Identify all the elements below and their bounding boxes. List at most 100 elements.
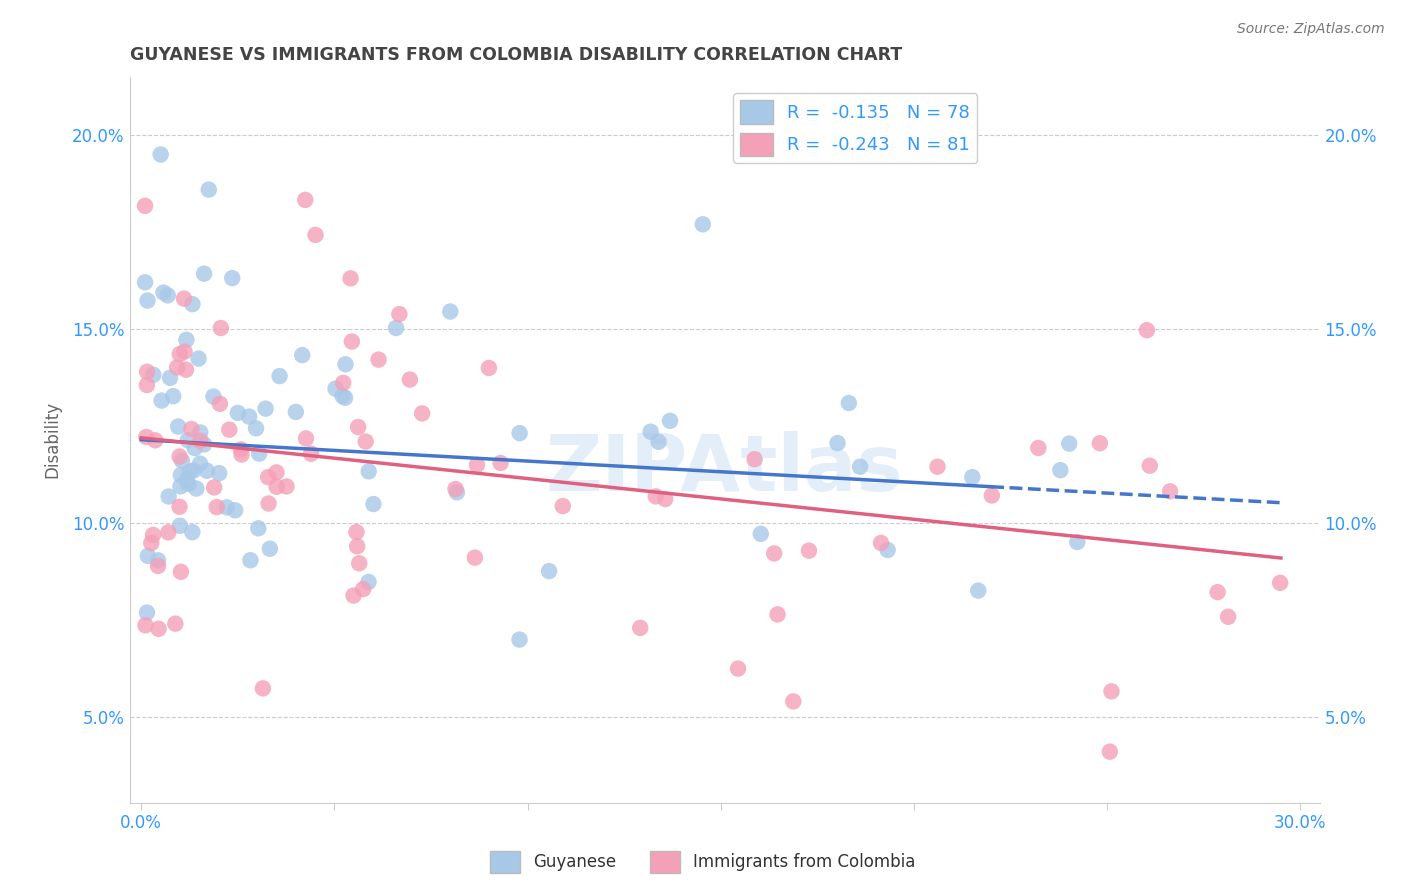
Point xyxy=(181,297,204,311)
Point xyxy=(1101,684,1123,698)
Point xyxy=(247,521,270,535)
Point xyxy=(346,539,368,553)
Point xyxy=(183,464,205,478)
Point xyxy=(763,546,786,560)
Point xyxy=(146,559,169,574)
Point xyxy=(257,496,280,510)
Point xyxy=(1066,535,1088,549)
Point xyxy=(247,447,270,461)
Point xyxy=(177,433,200,447)
Point xyxy=(187,351,209,366)
Point xyxy=(489,456,512,470)
Point xyxy=(157,490,180,504)
Point xyxy=(659,414,682,428)
Point xyxy=(149,147,172,161)
Point xyxy=(224,503,246,517)
Point xyxy=(1206,585,1229,599)
Point xyxy=(304,227,326,242)
Point xyxy=(205,500,228,515)
Point xyxy=(208,466,231,480)
Point xyxy=(181,525,204,540)
Point xyxy=(257,470,280,484)
Point xyxy=(157,525,180,540)
Point xyxy=(295,432,318,446)
Point xyxy=(357,574,380,589)
Point xyxy=(1088,436,1111,450)
Point xyxy=(335,357,357,371)
Text: Source: ZipAtlas.com: Source: ZipAtlas.com xyxy=(1237,22,1385,37)
Point xyxy=(136,606,159,620)
Point xyxy=(218,423,240,437)
Point xyxy=(927,459,949,474)
Point xyxy=(202,390,225,404)
Point xyxy=(266,480,288,494)
Point xyxy=(156,288,179,302)
Point xyxy=(346,525,368,540)
Point xyxy=(169,450,191,464)
Point xyxy=(176,333,198,347)
Point xyxy=(215,500,238,515)
Point xyxy=(197,183,219,197)
Point xyxy=(644,489,666,503)
Point xyxy=(180,422,202,436)
Point xyxy=(188,434,211,448)
Point xyxy=(266,466,288,480)
Point xyxy=(269,369,291,384)
Point xyxy=(766,607,789,622)
Point xyxy=(135,378,157,392)
Point xyxy=(134,199,156,213)
Legend: R =  -0.135   N = 78, R =  -0.243   N = 81: R = -0.135 N = 78, R = -0.243 N = 81 xyxy=(733,93,977,163)
Point xyxy=(1028,441,1050,455)
Point xyxy=(333,391,356,405)
Point xyxy=(134,275,156,289)
Point xyxy=(340,334,363,349)
Point xyxy=(176,473,198,487)
Text: GUYANESE VS IMMIGRANTS FROM COLOMBIA DISABILITY CORRELATION CHART: GUYANESE VS IMMIGRANTS FROM COLOMBIA DIS… xyxy=(129,46,901,64)
Point xyxy=(967,583,990,598)
Point xyxy=(188,425,211,440)
Point xyxy=(162,389,184,403)
Point xyxy=(749,526,772,541)
Point xyxy=(538,564,561,578)
Point xyxy=(173,344,195,359)
Point xyxy=(226,406,249,420)
Point xyxy=(135,430,157,444)
Point xyxy=(727,662,749,676)
Point xyxy=(509,426,531,441)
Point xyxy=(134,618,156,632)
Point xyxy=(239,553,262,567)
Point xyxy=(388,307,411,321)
Point xyxy=(849,459,872,474)
Point xyxy=(195,464,218,478)
Point xyxy=(150,393,173,408)
Point xyxy=(245,421,267,435)
Point xyxy=(177,477,200,491)
Point xyxy=(179,465,201,479)
Point xyxy=(166,360,188,375)
Point xyxy=(208,397,231,411)
Point xyxy=(284,405,307,419)
Point xyxy=(367,352,389,367)
Point xyxy=(1049,463,1071,477)
Text: ZIPAtlas: ZIPAtlas xyxy=(546,431,904,507)
Point xyxy=(142,528,165,542)
Point xyxy=(647,434,669,449)
Point xyxy=(136,549,159,563)
Point xyxy=(291,348,314,362)
Y-axis label: Disability: Disability xyxy=(44,401,60,478)
Point xyxy=(169,479,191,493)
Point xyxy=(692,217,714,231)
Point xyxy=(363,497,385,511)
Point xyxy=(962,470,984,484)
Point xyxy=(170,453,193,467)
Point xyxy=(827,436,849,450)
Point xyxy=(169,500,191,514)
Point xyxy=(170,468,193,483)
Point xyxy=(1057,436,1080,450)
Point xyxy=(294,193,316,207)
Point xyxy=(354,434,377,449)
Point xyxy=(347,556,370,570)
Point xyxy=(325,382,347,396)
Point xyxy=(411,406,433,420)
Point xyxy=(838,396,860,410)
